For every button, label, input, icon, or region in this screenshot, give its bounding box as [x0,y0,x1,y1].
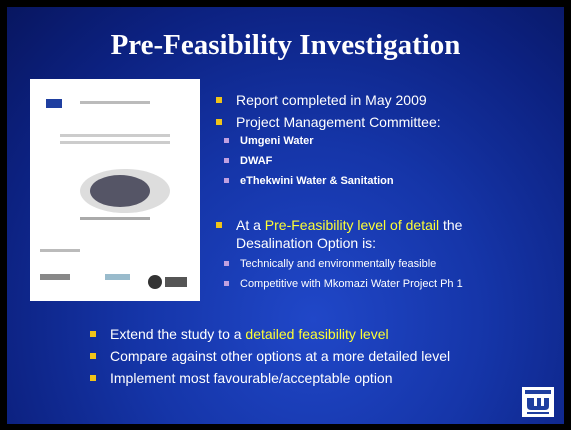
sub-bullet: DWAF [240,154,550,168]
report-cover-image [30,79,200,301]
logo [522,387,554,417]
bullet-text-segment: At a [236,217,265,233]
logo-art [522,387,554,417]
bullet-text-segment: Compare against other options at a more … [110,348,450,364]
sub-bullet: Technically and environmentally feasible [240,257,550,271]
cover-art [30,79,200,301]
bullet: Compare against other options at a more … [110,347,550,365]
bullet: Report completed in May 2009 [236,91,496,109]
bullet-text-segment: Extend the study to a [110,326,245,342]
bullet: Extend the study to a detailed feasibili… [110,325,550,343]
highlighted-text: Pre-Feasibility level of detail [265,217,439,233]
slide: Pre-Feasibility Investigation Report com… [7,7,564,424]
bullet: Implement most favourable/acceptable opt… [110,369,550,387]
bullet-text-segment: Project Management Committee: [236,114,441,130]
bullet: Project Management Committee: [236,113,496,131]
bullet-text-segment: Report completed in May 2009 [236,92,427,108]
sub-bullet: Competitive with Mkomazi Water Project P… [240,277,550,291]
sub-bullet: eThekwini Water & Sanitation [240,174,550,188]
highlighted-text: detailed feasibility level [245,326,388,342]
bullet: At a Pre-Feasibility level of detail the… [236,216,496,252]
bullet-text-segment: Implement most favourable/acceptable opt… [110,370,393,386]
slide-title: Pre-Feasibility Investigation [7,29,564,62]
page: Pre-Feasibility Investigation Report com… [0,0,571,430]
sub-bullet: Umgeni Water [240,134,550,148]
